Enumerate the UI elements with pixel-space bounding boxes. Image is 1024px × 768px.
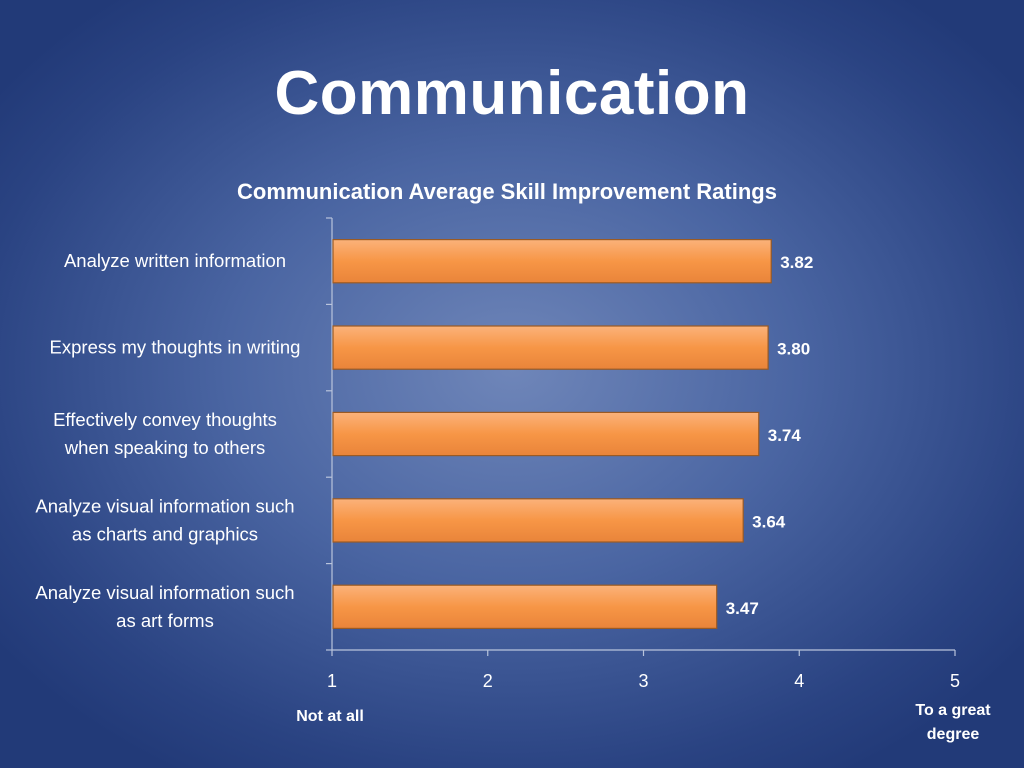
bar-value-label: 3.47 xyxy=(726,599,759,618)
axis-low-label: Not at all xyxy=(296,708,364,725)
bar-value-label: 3.80 xyxy=(777,340,810,359)
category-label-line: Analyze visual information such xyxy=(35,582,294,603)
axis-low-label-line: Not at all xyxy=(296,708,364,725)
axis-high-label-line: To a great xyxy=(915,702,991,719)
category-label: Effectively convey thoughts when speaking… xyxy=(53,409,277,458)
x-tick-label: 3 xyxy=(638,671,648,691)
category-label-line: Analyze visual information such xyxy=(35,495,294,516)
bar-value-label: 3.64 xyxy=(752,512,786,531)
bar xyxy=(332,498,744,543)
category-label-line: as art forms xyxy=(116,610,214,631)
x-tick-label: 2 xyxy=(483,671,493,691)
category-label: Express my thoughts in writing xyxy=(50,337,301,358)
category-label-line: as charts and graphics xyxy=(72,523,258,544)
bar xyxy=(332,411,760,457)
bar xyxy=(332,584,718,630)
x-tick-label: 5 xyxy=(950,671,960,691)
slide-title: Communication xyxy=(274,59,750,128)
category-label-line: Analyze written information xyxy=(64,250,286,271)
category-label-line: Express my thoughts in writing xyxy=(50,337,301,358)
x-tick-label: 1 xyxy=(327,671,337,691)
bar-value-label: 3.82 xyxy=(780,253,813,272)
x-tick-label: 4 xyxy=(794,671,804,691)
bar-value-label: 3.74 xyxy=(768,426,802,445)
bar xyxy=(332,239,772,284)
category-label: Analyze visual information such as charts… xyxy=(35,495,294,544)
axis-high-label: To a great degree xyxy=(915,702,991,743)
category-label-line: when speaking to others xyxy=(64,437,266,458)
bar xyxy=(332,325,769,370)
axis-high-label-line: degree xyxy=(927,726,980,743)
category-label: Analyze written information xyxy=(64,250,286,271)
chart-title: Communication Average Skill Improvement … xyxy=(237,179,777,204)
category-label: Analyze visual information such as art fo… xyxy=(35,582,294,631)
category-label-line: Effectively convey thoughts xyxy=(53,409,277,430)
